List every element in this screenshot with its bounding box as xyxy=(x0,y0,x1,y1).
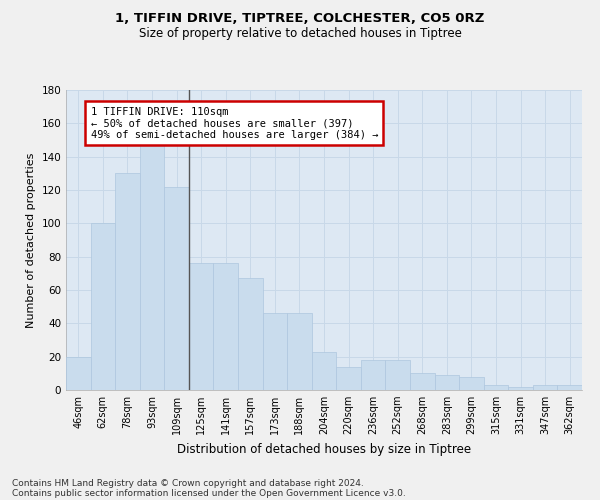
Bar xyxy=(484,385,508,390)
Text: Contains HM Land Registry data © Crown copyright and database right 2024.: Contains HM Land Registry data © Crown c… xyxy=(12,478,364,488)
Y-axis label: Number of detached properties: Number of detached properties xyxy=(26,152,36,328)
Bar xyxy=(410,374,434,390)
Bar xyxy=(385,360,410,390)
Bar xyxy=(434,375,459,390)
X-axis label: Distribution of detached houses by size in Tiptree: Distribution of detached houses by size … xyxy=(177,442,471,456)
Text: 1, TIFFIN DRIVE, TIPTREE, COLCHESTER, CO5 0RZ: 1, TIFFIN DRIVE, TIPTREE, COLCHESTER, CO… xyxy=(115,12,485,26)
Bar xyxy=(361,360,385,390)
Bar xyxy=(263,314,287,390)
Bar xyxy=(91,224,115,390)
Bar xyxy=(238,278,263,390)
Bar xyxy=(164,186,189,390)
Text: Size of property relative to detached houses in Tiptree: Size of property relative to detached ho… xyxy=(139,28,461,40)
Bar xyxy=(214,264,238,390)
Bar xyxy=(115,174,140,390)
Bar xyxy=(459,376,484,390)
Text: Contains public sector information licensed under the Open Government Licence v3: Contains public sector information licen… xyxy=(12,488,406,498)
Bar xyxy=(66,356,91,390)
Bar xyxy=(508,386,533,390)
Bar xyxy=(533,385,557,390)
Bar xyxy=(312,352,336,390)
Bar xyxy=(140,145,164,390)
Bar xyxy=(189,264,214,390)
Bar xyxy=(557,385,582,390)
Bar xyxy=(287,314,312,390)
Bar xyxy=(336,366,361,390)
Text: 1 TIFFIN DRIVE: 110sqm
← 50% of detached houses are smaller (397)
49% of semi-de: 1 TIFFIN DRIVE: 110sqm ← 50% of detached… xyxy=(91,106,378,140)
